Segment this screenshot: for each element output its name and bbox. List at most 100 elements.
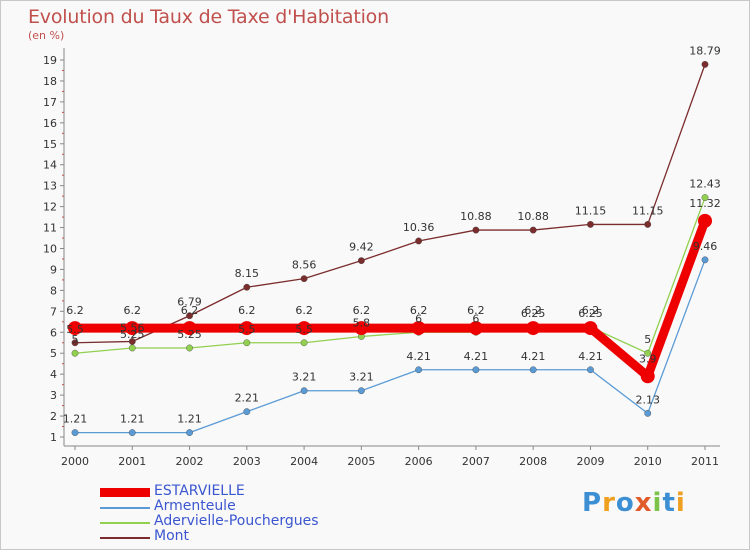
data-point bbox=[186, 344, 193, 352]
y-tick-label: 16 bbox=[43, 117, 57, 130]
x-tick-label: 2004 bbox=[290, 455, 318, 468]
x-tick-label: 2011 bbox=[691, 455, 719, 468]
data-label: 10.88 bbox=[460, 210, 492, 223]
y-tick-label: 13 bbox=[43, 180, 57, 193]
data-label: 1.21 bbox=[120, 413, 145, 426]
y-tick-label: 1 bbox=[50, 431, 57, 444]
data-label: 6.2 bbox=[524, 304, 542, 317]
legend-label: ESTARVIELLE bbox=[154, 483, 245, 499]
legend-label: Armenteule bbox=[154, 498, 236, 514]
data-label: 2.21 bbox=[235, 392, 260, 405]
data-point bbox=[186, 429, 193, 437]
data-label: 6.2 bbox=[410, 304, 428, 317]
data-label: 6 bbox=[472, 312, 479, 325]
data-point bbox=[587, 366, 594, 374]
data-point bbox=[128, 344, 136, 352]
legend-swatch bbox=[100, 537, 150, 539]
y-tick-label: 17 bbox=[43, 96, 57, 109]
y-tick-label: 8 bbox=[50, 284, 57, 297]
legend-item: Armenteule bbox=[100, 498, 360, 515]
proxiti-logo: Proxiti bbox=[582, 488, 686, 518]
y-tick-label: 3 bbox=[50, 389, 57, 402]
data-point bbox=[644, 409, 652, 417]
y-tick-label: 11 bbox=[43, 222, 57, 235]
data-label: 4.21 bbox=[464, 350, 489, 363]
data-point bbox=[587, 221, 594, 228]
data-point bbox=[411, 321, 426, 336]
data-point bbox=[239, 321, 254, 336]
data-point bbox=[71, 429, 79, 437]
data-point bbox=[529, 366, 537, 374]
y-tick-label: 19 bbox=[43, 54, 57, 67]
legend-item: Adervielle-Pouchergues bbox=[100, 513, 360, 530]
data-label: 6.2 bbox=[124, 304, 142, 317]
data-label: 4.21 bbox=[406, 350, 431, 363]
data-point bbox=[71, 349, 79, 357]
data-label: 10.88 bbox=[517, 210, 549, 223]
logo-letter: t bbox=[662, 488, 676, 518]
legend-item: Mont bbox=[100, 528, 360, 545]
data-point bbox=[701, 256, 709, 264]
data-point bbox=[300, 339, 308, 347]
legend-swatch bbox=[100, 507, 150, 509]
data-label: 4.21 bbox=[578, 350, 603, 363]
data-label: 11.32 bbox=[689, 197, 721, 210]
chart-title: Evolution du Taux de Taxe d'Habitation bbox=[28, 6, 389, 28]
data-point bbox=[415, 366, 423, 374]
logo-letter: x bbox=[634, 488, 653, 518]
data-point bbox=[644, 349, 652, 357]
data-label: 9.46 bbox=[693, 240, 718, 253]
logo-letter: o bbox=[615, 488, 635, 518]
series-line-armenteule bbox=[75, 259, 706, 434]
data-label: 6.79 bbox=[177, 296, 202, 309]
series-line-mont bbox=[74, 64, 706, 344]
data-label: 10.36 bbox=[403, 221, 435, 234]
legend-swatch bbox=[100, 488, 150, 497]
y-tick-label: 14 bbox=[43, 159, 57, 172]
x-tick-label: 2007 bbox=[462, 455, 490, 468]
data-point bbox=[128, 338, 136, 345]
data-label: 6.2 bbox=[66, 304, 84, 317]
logo-letter: r bbox=[602, 488, 616, 518]
data-point bbox=[698, 213, 712, 228]
data-label: 1.21 bbox=[63, 413, 88, 426]
y-tick-label: 6 bbox=[50, 326, 57, 339]
y-tick-label: 7 bbox=[50, 305, 57, 318]
data-point bbox=[640, 369, 655, 384]
data-point bbox=[644, 221, 652, 228]
data-point bbox=[128, 429, 136, 437]
data-label: 3.9 bbox=[639, 352, 657, 365]
logo-letter: i bbox=[675, 488, 686, 518]
data-label: 5.5 bbox=[295, 323, 313, 336]
x-tick-label: 2002 bbox=[176, 455, 204, 468]
data-point bbox=[68, 321, 82, 336]
legend-swatch bbox=[100, 522, 150, 524]
data-label: 3.21 bbox=[349, 371, 374, 384]
data-label: 4.21 bbox=[521, 350, 546, 363]
data-label: 8.15 bbox=[235, 267, 260, 280]
data-label: 6.2 bbox=[582, 304, 600, 317]
x-tick-label: 2009 bbox=[576, 455, 604, 468]
data-label: 12.43 bbox=[689, 178, 721, 191]
data-label: 5.8 bbox=[353, 316, 371, 329]
data-point bbox=[182, 321, 197, 336]
data-label: 5.25 bbox=[120, 328, 145, 341]
data-point bbox=[583, 321, 598, 336]
data-point bbox=[71, 339, 79, 347]
series-line-estarvielle bbox=[75, 219, 710, 381]
data-label: 11.15 bbox=[632, 204, 664, 217]
x-tick-label: 2000 bbox=[61, 455, 89, 468]
data-label: 6.25 bbox=[521, 307, 546, 320]
data-point bbox=[300, 387, 308, 395]
x-tick-label: 2010 bbox=[634, 455, 662, 468]
data-point bbox=[701, 60, 709, 68]
x-tick-label: 2001 bbox=[118, 455, 146, 468]
data-point bbox=[468, 321, 483, 336]
data-label: 5 bbox=[72, 333, 79, 346]
y-tick-label: 4 bbox=[50, 368, 57, 381]
data-point bbox=[300, 275, 308, 283]
data-label: 11.15 bbox=[575, 204, 607, 217]
logo-letter: P bbox=[582, 488, 603, 518]
data-label: 6 bbox=[415, 312, 422, 325]
